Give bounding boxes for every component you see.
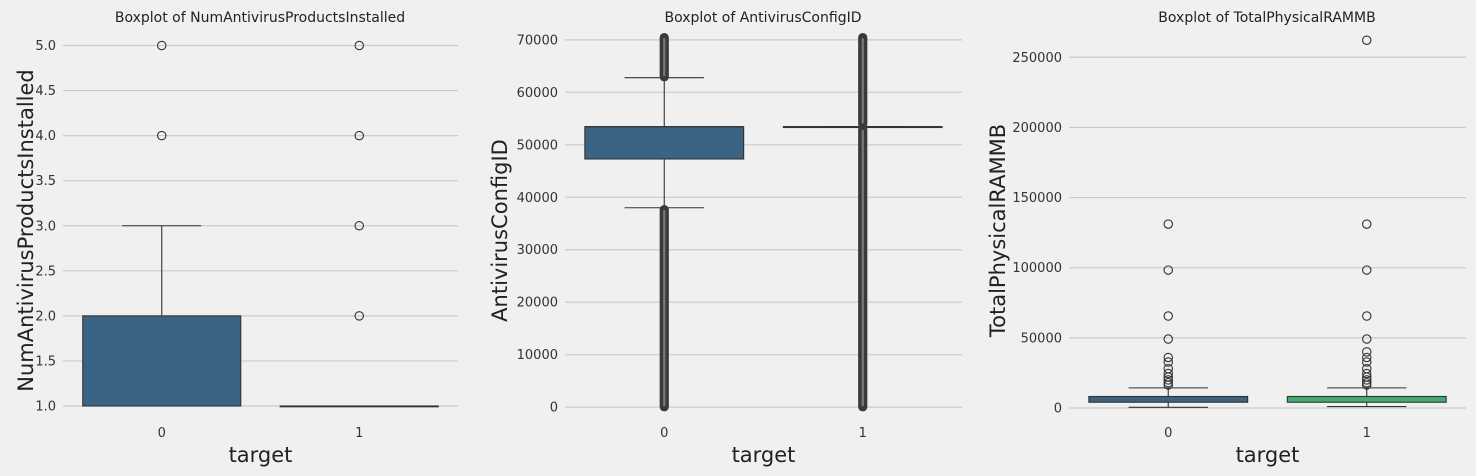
- y-tick-label: 40000: [517, 191, 558, 206]
- y-tick-label: 50000: [517, 138, 558, 153]
- y-tick-label: 0: [550, 401, 558, 416]
- chart-title: Boxplot of TotalPhysicalRAMMB: [1158, 10, 1375, 26]
- y-tick-label: 20000: [517, 296, 558, 311]
- y-tick-label: 4.5: [35, 84, 56, 99]
- outlier-point: [1362, 375, 1372, 385]
- outlier-point: [1362, 352, 1372, 363]
- y-tick-label: 50000: [1021, 331, 1062, 346]
- x-axis-label: target: [1236, 443, 1300, 467]
- outlier-point: [1362, 334, 1372, 344]
- outlier-point: [1163, 352, 1174, 363]
- y-tick-label: 1.5: [35, 354, 56, 369]
- outlier-point: [157, 130, 167, 141]
- box-1: [782, 32, 943, 412]
- x-tick-label: 1: [1363, 426, 1371, 441]
- outlier-point: [1362, 347, 1372, 357]
- x-tick-label: 0: [1164, 426, 1172, 441]
- x-axis-label: target: [732, 443, 796, 467]
- outlier-point: [1362, 368, 1372, 379]
- chart-title: Boxplot of NumAntivirusProductsInstalled: [115, 10, 405, 26]
- x-tick-label: 0: [158, 426, 166, 441]
- outlier-point: [1362, 35, 1372, 45]
- outlier-point: [1163, 311, 1174, 321]
- y-axis-label: NumAntivirusProductsInstalled: [14, 69, 38, 392]
- box-iqr: [1286, 395, 1447, 403]
- y-tick-label: 100000: [1012, 261, 1062, 276]
- outlier-point: [1163, 334, 1174, 344]
- chart-panel-3: 0 50000 100000 150000 200000 250000 0 1 Boxplot …: [986, 10, 1466, 467]
- outlier-point: [354, 221, 364, 231]
- box-iqr: [584, 126, 745, 160]
- outlier-point: [354, 130, 364, 141]
- y-tick-label: 60000: [517, 86, 558, 101]
- box-0: [1088, 219, 1249, 408]
- y-tick-label: 3.5: [35, 174, 56, 189]
- y-tick-label: 150000: [1012, 191, 1062, 206]
- outlier-point: [1163, 363, 1174, 374]
- outlier-point: [157, 40, 167, 51]
- outlier-point: [1362, 377, 1372, 388]
- y-tick-label: 5.0: [35, 39, 56, 54]
- outlier-point: [1163, 377, 1174, 388]
- y-tick-label: 2.5: [35, 264, 56, 279]
- box-iqr: [1088, 395, 1249, 403]
- chart-panel-1: 1.0 1.5 2.0 2.5 3.0 3.5 4.0 4.5 5.0 0 1 Boxplot of …: [14, 10, 458, 467]
- y-axis-label: AntivirusConfigID: [488, 139, 512, 322]
- outlier-point: [1163, 357, 1174, 367]
- outlier-point: [1163, 368, 1174, 379]
- x-tick-label: 0: [660, 426, 668, 441]
- y-tick-label: 30000: [517, 243, 558, 258]
- box-0: [82, 40, 242, 407]
- y-tick-label: 70000: [517, 33, 558, 48]
- y-tick-label: 0: [1054, 401, 1062, 416]
- y-tick-label: 4.0: [35, 129, 56, 144]
- outlier-point: [1163, 265, 1174, 275]
- y-tick-label: 10000: [517, 348, 558, 363]
- outlier-point: [1362, 357, 1372, 367]
- chart-title: Boxplot of AntivirusConfigID: [664, 10, 861, 26]
- outlier-point: [1362, 265, 1372, 275]
- outlier-point: [354, 311, 364, 321]
- box-1: [279, 40, 439, 408]
- y-tick-label: 1.0: [35, 399, 56, 414]
- x-axis-label: target: [229, 443, 293, 467]
- y-tick-label: 250000: [1012, 51, 1062, 66]
- y-tick-label: 3.0: [35, 219, 56, 234]
- box-0: [584, 32, 745, 412]
- y-tick-label: 2.0: [35, 309, 56, 324]
- outlier-point: [1163, 375, 1174, 385]
- box-1: [1286, 35, 1447, 408]
- outlier-point: [1163, 219, 1174, 229]
- x-tick-label: 1: [355, 426, 363, 441]
- box-iqr: [82, 315, 242, 407]
- outlier-point: [1362, 363, 1372, 374]
- chart-panel-2: 0 10000 20000 30000 40000 50000 60000 70000 0 1 Bo…: [488, 10, 962, 467]
- outlier-point: [1362, 311, 1372, 321]
- x-tick-label: 1: [859, 426, 867, 441]
- y-tick-label: 200000: [1012, 121, 1062, 136]
- y-axis-label: TotalPhysicalRAMMB: [986, 124, 1010, 338]
- outlier-point: [354, 40, 364, 51]
- outlier-point: [1362, 219, 1372, 229]
